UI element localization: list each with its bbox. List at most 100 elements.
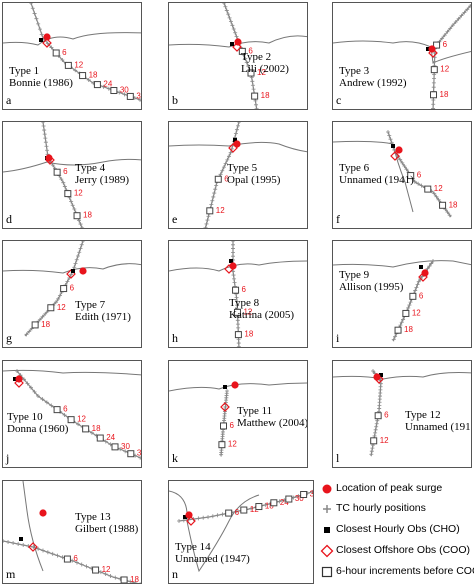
tc-hourly-position bbox=[32, 11, 37, 16]
tc-hourly-position bbox=[62, 412, 67, 417]
tc-hourly-position bbox=[69, 272, 74, 277]
map-svg: 6 12 18 24 30 36 bbox=[169, 489, 313, 573]
storm-name: Matthew (2004) bbox=[237, 417, 308, 429]
six-hour-label: 18 bbox=[449, 200, 458, 209]
six-hour-box bbox=[64, 190, 72, 198]
tc-hourly-position bbox=[74, 257, 79, 262]
closest-hourly-obs-marker bbox=[183, 515, 187, 519]
tc-hourly-position bbox=[434, 194, 439, 199]
closest-hourly-obs-marker bbox=[230, 42, 234, 46]
six-hour-label: 18 bbox=[83, 211, 92, 220]
panel-letter: f bbox=[336, 212, 340, 226]
peak-surge-marker bbox=[231, 381, 239, 389]
panel-letter: g bbox=[6, 331, 12, 345]
tc-hourly-position bbox=[213, 187, 218, 192]
closest-offshore-obs-marker bbox=[14, 378, 24, 388]
six-hour-box bbox=[127, 450, 135, 458]
tc-hourly-position bbox=[425, 266, 430, 271]
tc-hourly-position bbox=[402, 164, 407, 169]
closest-offshore-obs-marker bbox=[28, 542, 38, 552]
tc-hourly-position bbox=[39, 32, 44, 37]
map-svg: 6 12 18 bbox=[3, 241, 141, 337]
six-hour-label: 12 bbox=[412, 308, 421, 317]
tc-hourly-position bbox=[233, 131, 238, 136]
legend-item-peak: Location of peak surge bbox=[318, 480, 474, 496]
storm-type: Type 13 bbox=[75, 511, 111, 523]
tc-hourly-position bbox=[221, 165, 226, 170]
six-hour-label: 12 bbox=[228, 440, 237, 449]
tc-hourly-position bbox=[412, 179, 417, 184]
tc-hourly-position bbox=[27, 329, 32, 334]
tc-hourly-position bbox=[138, 455, 141, 460]
coastline bbox=[333, 260, 471, 268]
tc-track bbox=[178, 490, 313, 522]
tc-hourly-position bbox=[445, 29, 450, 34]
tc-hourly-position bbox=[44, 144, 49, 149]
tc-hourly-position bbox=[453, 19, 458, 24]
tc-hourly-position bbox=[226, 12, 231, 17]
tc-hourly-position bbox=[310, 489, 313, 494]
six-hour-label: 18 bbox=[92, 424, 101, 433]
tc-hourly-position bbox=[263, 502, 268, 507]
peak-surge-marker bbox=[39, 509, 47, 517]
tc-hourly-position bbox=[45, 148, 50, 153]
tc-hourly-position bbox=[398, 157, 403, 162]
tc-hourly-position bbox=[400, 160, 405, 165]
tc-hourly-position bbox=[211, 194, 216, 199]
tc-hourly-position bbox=[236, 341, 241, 346]
six-hour-box bbox=[73, 212, 81, 220]
map-svg: 6 12 18 bbox=[333, 130, 458, 218]
six-hour-box bbox=[67, 416, 75, 424]
tc-hourly-position bbox=[55, 553, 60, 558]
six-hour-box bbox=[232, 286, 240, 294]
tc-hourly-position bbox=[416, 181, 421, 186]
panel-letter: n bbox=[172, 567, 178, 581]
tc-hourly-position bbox=[31, 545, 36, 550]
storm-name: Lili (2002) bbox=[241, 63, 289, 75]
tc-hourly-position bbox=[231, 254, 235, 259]
six-hour-box bbox=[214, 175, 222, 183]
panel-letter: b bbox=[172, 93, 178, 107]
tc-hourly-position bbox=[369, 449, 374, 454]
storm-name: Edith (1971) bbox=[75, 311, 131, 323]
tc-hourly-position bbox=[62, 184, 67, 189]
tc-hourly-position bbox=[49, 45, 54, 50]
six-hour-label: 30 bbox=[120, 86, 129, 95]
tc-hourly-position bbox=[232, 276, 237, 281]
panel-title: Type 7 Edith (1971) bbox=[75, 299, 131, 323]
tc-hourly-position bbox=[429, 261, 434, 266]
tc-hourly-position bbox=[373, 430, 378, 435]
tc-hourly-position bbox=[218, 172, 223, 177]
map-panel-c: 6 12 18 Type 3 Andrew (1992) c bbox=[332, 2, 472, 110]
tc-hourly-position bbox=[391, 337, 396, 342]
tc-hourly-position bbox=[373, 427, 378, 432]
panel-letter: i bbox=[336, 331, 340, 345]
closest-hourly-obs-marker bbox=[39, 38, 43, 42]
tc-hourly-position bbox=[427, 264, 432, 269]
tc-hourly-position bbox=[50, 551, 55, 556]
closest-offshore-obs-marker bbox=[390, 151, 400, 161]
tc-hourly-position bbox=[117, 90, 122, 95]
tc-hourly-position bbox=[43, 136, 48, 141]
closest-offshore-obs-marker bbox=[42, 38, 52, 48]
tc-hourly-position bbox=[70, 203, 75, 208]
tc-hourly-position bbox=[59, 177, 64, 182]
tc-hourly-position bbox=[231, 273, 236, 278]
six-hour-box bbox=[409, 292, 417, 300]
map-panel-g: 6 12 18 Type 7 Edith (1971) g bbox=[2, 240, 142, 348]
storm-type: Type 11 bbox=[237, 405, 273, 417]
tc-hourly-position bbox=[296, 494, 301, 499]
tc-hourly-position bbox=[77, 250, 82, 255]
tc-hourly-position bbox=[36, 21, 41, 26]
six-hour-label: 12 bbox=[380, 436, 389, 445]
six-hour-box bbox=[31, 321, 39, 329]
tc-hourly-position bbox=[29, 3, 33, 5]
storm-type: Type 14 bbox=[175, 541, 211, 553]
coastline bbox=[22, 481, 44, 572]
closest-offshore-obs-marker bbox=[220, 402, 230, 412]
coastline bbox=[169, 260, 307, 272]
tc-hourly-position bbox=[65, 279, 70, 284]
tc-hourly-position bbox=[432, 76, 437, 81]
tc-hourly-position bbox=[236, 344, 241, 347]
